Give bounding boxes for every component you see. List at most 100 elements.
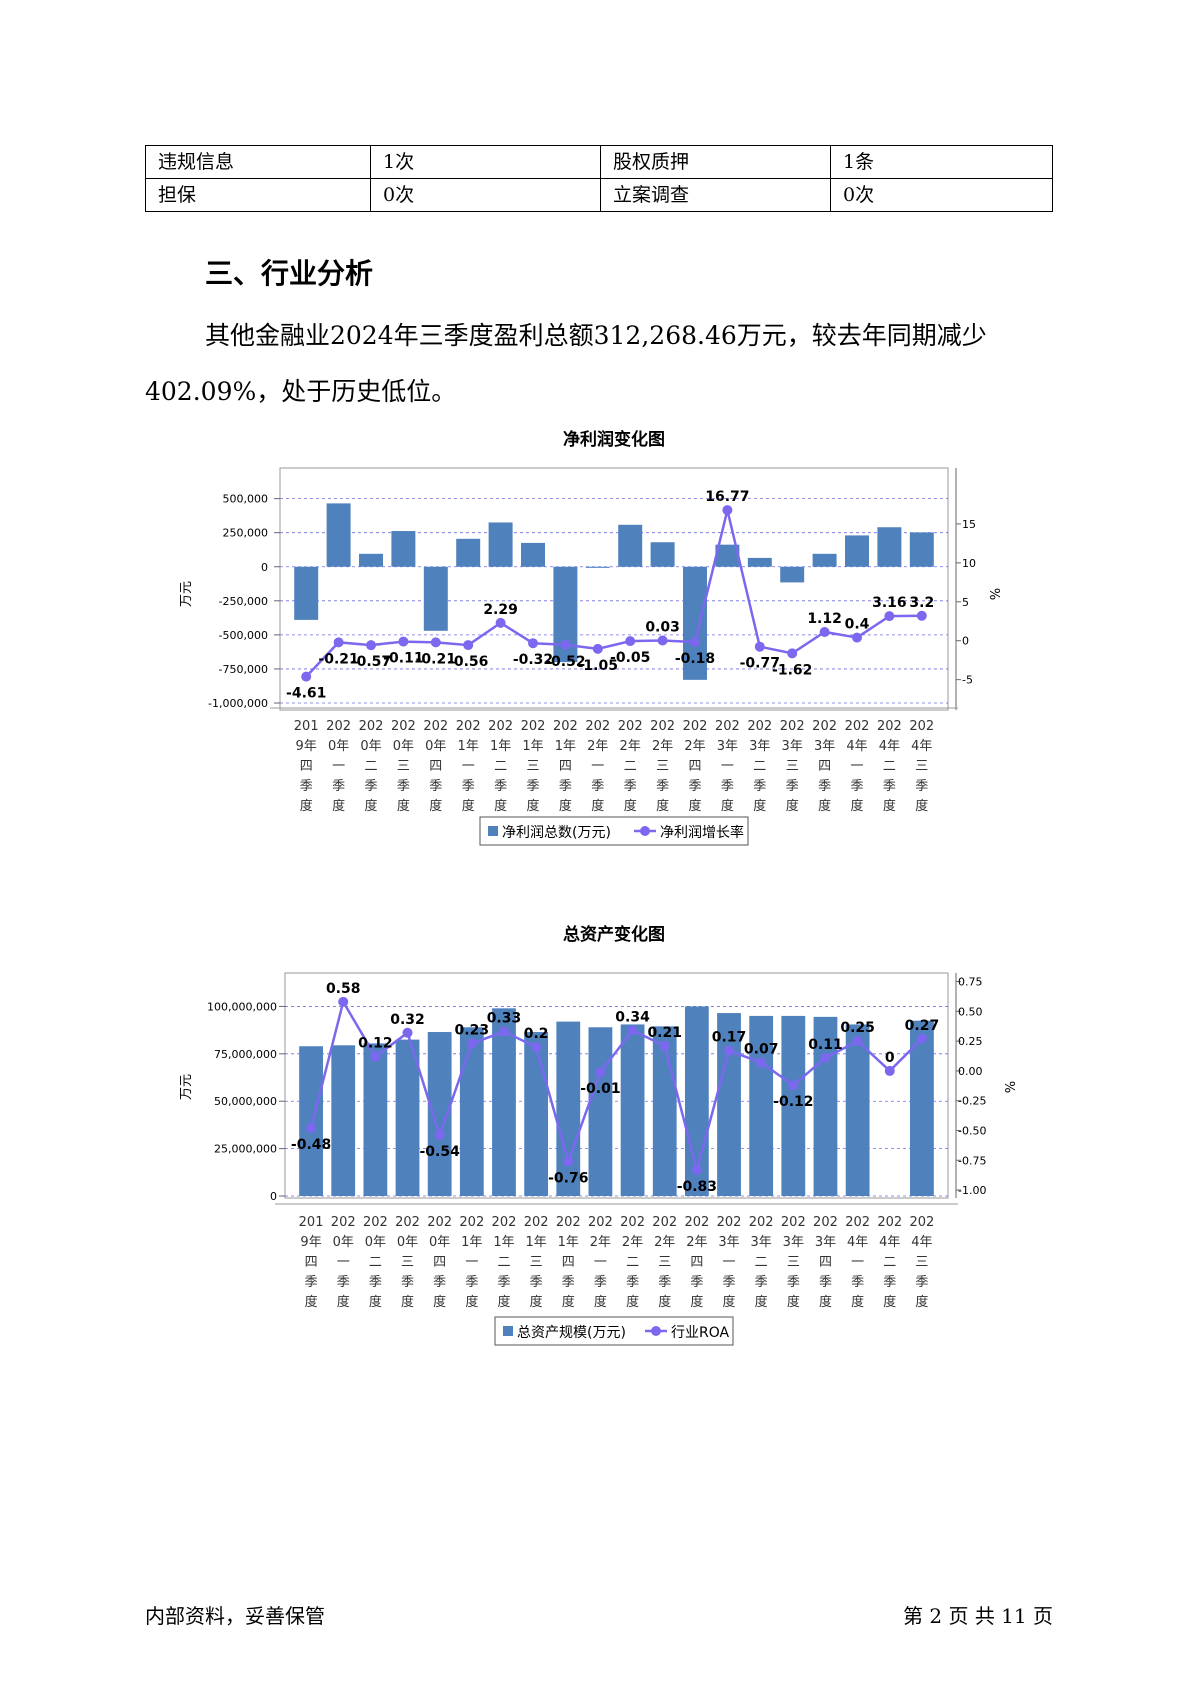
x-tick-label: 0年 xyxy=(425,739,446,754)
x-tick-label: 度 xyxy=(526,798,539,814)
data-label: -0.83 xyxy=(677,1179,717,1195)
x-tick-label: 202 xyxy=(813,1215,838,1230)
x-tick-label: 202 xyxy=(524,1215,549,1230)
x-tick-label: 季 xyxy=(526,779,539,794)
x-tick-label: 202 xyxy=(553,719,578,734)
data-label: -1.05 xyxy=(578,658,618,674)
table-cell: 立案调查 xyxy=(600,178,831,212)
x-tick-label: 二 xyxy=(626,1255,639,1270)
x-tick-label: 季 xyxy=(429,779,442,794)
x-tick-label: 一 xyxy=(332,759,345,774)
y2-tick-label: 0.00 xyxy=(958,1065,983,1078)
data-label: 1.12 xyxy=(807,611,842,627)
x-tick-label: 202 xyxy=(359,719,384,734)
x-tick-label: 季 xyxy=(305,1275,318,1290)
x-tick-label: 3年 xyxy=(815,1235,836,1250)
x-tick-label: 1年 xyxy=(555,739,576,754)
x-tick-label: 四 xyxy=(433,1255,446,1270)
x-tick-label: 季 xyxy=(690,1275,703,1290)
x-tick-label: 202 xyxy=(331,1215,356,1230)
x-tick-label: 度 xyxy=(397,798,410,814)
x-tick-label: 季 xyxy=(915,779,928,794)
x-tick-label: 四 xyxy=(562,1255,575,1270)
x-tick-label: 202 xyxy=(585,719,610,734)
y2-tick-label: 0 xyxy=(962,635,969,648)
line-point xyxy=(434,1130,445,1141)
bar xyxy=(618,524,643,567)
line-point xyxy=(756,1057,767,1068)
data-label: -0.52 xyxy=(545,654,585,670)
chart-title: 总资产变化图 xyxy=(563,924,665,945)
x-tick-label: 度 xyxy=(364,798,377,814)
x-tick-label: 季 xyxy=(721,779,734,794)
x-tick-label: 季 xyxy=(656,779,669,794)
y-tick-label: 100,000,000 xyxy=(207,1000,277,1013)
bar xyxy=(488,522,513,567)
x-tick-label: 度 xyxy=(915,1294,928,1310)
series-line xyxy=(309,998,923,1175)
x-tick-label: 季 xyxy=(559,779,572,794)
x-tick-label: 度 xyxy=(337,1294,350,1310)
x-tick-label: 季 xyxy=(462,779,475,794)
line-point xyxy=(495,617,506,628)
x-tick-label: 202 xyxy=(683,719,708,734)
x-tick-label: 0年 xyxy=(333,1235,354,1250)
data-label: 0.25 xyxy=(840,1020,875,1036)
x-tick-label: 202 xyxy=(556,1215,581,1230)
bar xyxy=(331,1045,356,1196)
x-tick-label: 度 xyxy=(818,798,831,814)
x-tick-label: 季 xyxy=(915,1275,928,1290)
data-label: -0.77 xyxy=(740,656,780,672)
line-point xyxy=(430,637,441,648)
x-tick-label: 一 xyxy=(721,759,734,774)
x-tick-label: 二 xyxy=(755,1255,768,1270)
x-tick-label: 季 xyxy=(658,1275,671,1290)
bar xyxy=(652,1026,677,1196)
x-tick-label: 季 xyxy=(883,779,896,794)
x-tick-label: 季 xyxy=(819,1275,832,1290)
x-tick-label: 季 xyxy=(530,1275,543,1290)
line-point xyxy=(402,1027,413,1038)
line-point xyxy=(657,635,668,646)
bar xyxy=(363,1043,388,1196)
bar xyxy=(553,566,578,663)
table-cell: 违规信息 xyxy=(145,145,371,179)
data-label: 0.27 xyxy=(905,1018,940,1034)
x-tick-label: 202 xyxy=(684,1215,709,1230)
y2-tick-label: -5 xyxy=(962,674,973,687)
x-tick-label: 202 xyxy=(877,719,902,734)
x-tick-label: 202 xyxy=(747,719,772,734)
line-point xyxy=(560,639,571,650)
x-tick-label: 度 xyxy=(883,1294,896,1310)
y-tick-label: 25,000,000 xyxy=(214,1143,277,1156)
data-label: -0.76 xyxy=(548,1170,588,1186)
data-label: 0.03 xyxy=(645,619,680,635)
x-tick-label: 2年 xyxy=(620,739,641,754)
x-tick-label: 季 xyxy=(626,1275,639,1290)
data-label: 0.32 xyxy=(390,1012,425,1028)
x-tick-label: 季 xyxy=(397,779,410,794)
x-tick-label: 二 xyxy=(883,759,896,774)
x-tick-label: 2年 xyxy=(622,1235,643,1250)
x-tick-label: 二 xyxy=(497,1255,510,1270)
x-tick-label: 一 xyxy=(462,759,475,774)
data-label: -0.56 xyxy=(448,654,488,670)
x-tick-label: 度 xyxy=(429,798,442,814)
bar xyxy=(683,566,707,680)
line-point xyxy=(625,636,636,647)
x-tick-label: 4年 xyxy=(879,1235,900,1250)
y2-tick-label: 10 xyxy=(962,557,976,570)
x-tick-label: 度 xyxy=(723,1294,736,1310)
x-tick-label: 度 xyxy=(851,1294,864,1310)
line-point xyxy=(788,1080,799,1091)
bar xyxy=(492,1008,516,1196)
data-label: -0.05 xyxy=(610,650,650,666)
legend-bar-swatch xyxy=(488,826,498,836)
x-tick-label: 9年 xyxy=(296,739,317,754)
x-tick-label: 季 xyxy=(562,1275,575,1290)
bar xyxy=(359,553,383,567)
data-label: -0.01 xyxy=(580,1081,620,1097)
footer-page-number: 第 2 页 共 11 页 xyxy=(903,1604,1053,1628)
x-tick-label: 度 xyxy=(591,798,604,814)
x-tick-label: 202 xyxy=(715,719,740,734)
